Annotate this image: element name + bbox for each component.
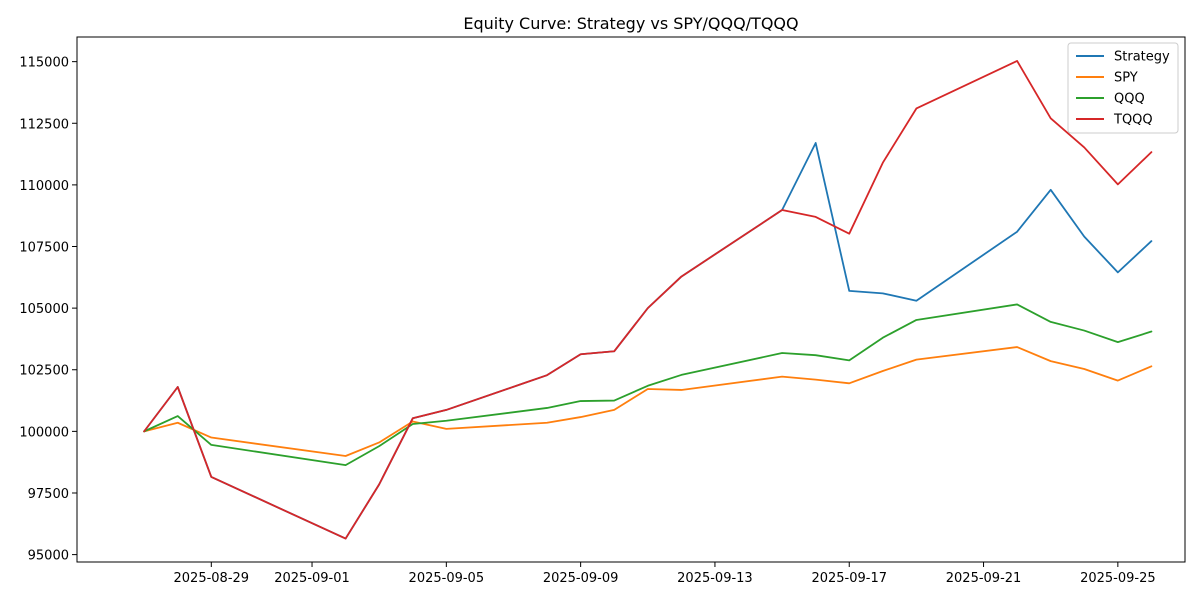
legend-label-qqq: QQQ	[1114, 92, 1145, 107]
y-tick-label: 97500	[28, 487, 69, 502]
legend-label-strategy: Strategy	[1114, 50, 1170, 65]
plot-frame	[76, 36, 1186, 563]
x-tick-label: 2025-09-17	[811, 571, 887, 586]
series-lines	[143, 60, 1153, 540]
chart-title: Equity Curve: Strategy vs SPY/QQQ/TQQQ	[463, 14, 798, 33]
x-tick-label: 2025-09-21	[946, 571, 1022, 586]
y-tick-label: 105000	[19, 302, 69, 317]
legend: Strategy SPY QQQ TQQQ	[1067, 42, 1179, 134]
x-tick-label: 2025-09-01	[274, 571, 350, 586]
series-line-tqqq	[143, 60, 1153, 540]
y-tick-label: 110000	[19, 179, 69, 194]
series-line-spy	[143, 346, 1153, 457]
y-tick-label: 95000	[28, 549, 69, 564]
y-tick-label: 102500	[19, 364, 69, 379]
x-tick-label: 2025-08-29	[174, 571, 250, 586]
y-tick-label: 107500	[19, 241, 69, 256]
x-tick-label: 2025-09-25	[1080, 571, 1156, 586]
y-tick-label: 115000	[19, 56, 69, 71]
y-tick-label: 100000	[19, 425, 69, 440]
x-tick-label: 2025-09-09	[543, 571, 619, 586]
x-tick-label: 2025-09-13	[677, 571, 753, 586]
legend-box	[1067, 42, 1179, 134]
series-line-qqq	[143, 303, 1153, 467]
legend-label-spy: SPY	[1114, 71, 1138, 86]
series-line-strategy	[143, 142, 1153, 540]
legend-label-tqqq: TQQQ	[1113, 113, 1153, 128]
y-axis: 95000 97500 100000 102500 105000 107500 110000…	[19, 56, 77, 564]
x-axis: 2025-08-29 2025-09-01 2025-09-05 2025-09-09…	[174, 562, 1156, 586]
x-tick-label: 2025-09-05	[409, 571, 485, 586]
y-tick-label: 112500	[19, 117, 69, 132]
